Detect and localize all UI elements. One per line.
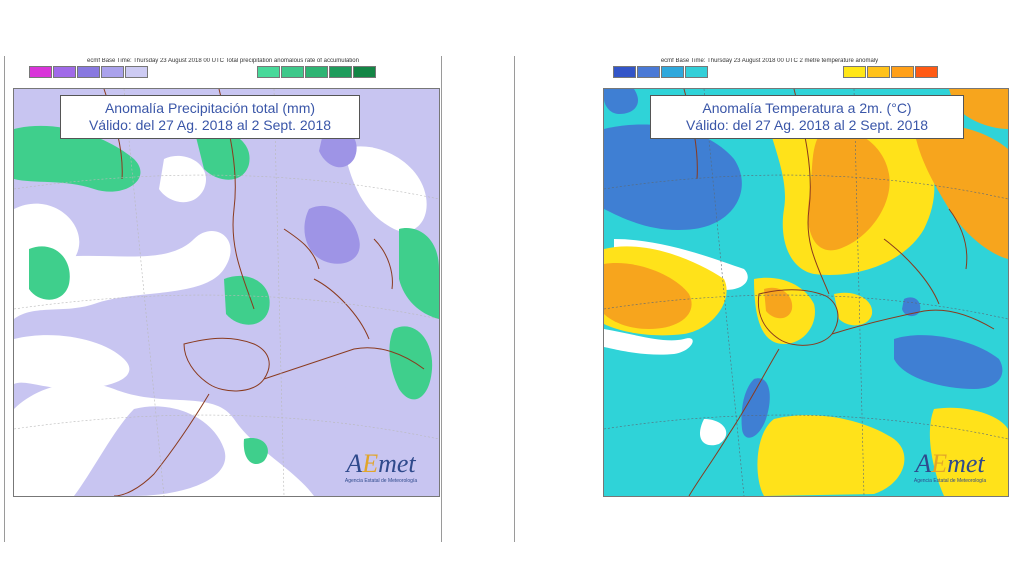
legend-swatch bbox=[915, 66, 938, 78]
legend-swatch bbox=[125, 66, 148, 78]
legend-swatch bbox=[353, 66, 376, 78]
temp-header-text: ecmf Base Time: Thursday 23 August 2018 … bbox=[660, 58, 879, 64]
legend-swatch bbox=[329, 66, 352, 78]
legend-swatch bbox=[843, 66, 866, 78]
precipitation-validity: Válido: del 27 Ag. 2018 al 2 Sept. 2018 bbox=[88, 117, 332, 133]
temperature-validity: Válido: del 27 Ag. 2018 al 2 Sept. 2018 bbox=[685, 117, 929, 133]
aemet-logo-subtitle: Agencia Estatal de Meteorología bbox=[913, 478, 987, 484]
legend-swatch bbox=[613, 66, 636, 78]
temp-cold-legend bbox=[613, 66, 709, 79]
aemet-logo: AEmet Agencia Estatal de Meteorología bbox=[904, 450, 996, 490]
precipitation-title: Anomalía Precipitación total (mm) bbox=[104, 100, 316, 116]
aemet-logo: AEmet Agencia Estatal de Meteorología bbox=[335, 450, 427, 490]
legend-swatch bbox=[305, 66, 328, 78]
temperature-map: Anomalía Temperatura a 2m. (°C) Válido: … bbox=[603, 88, 1009, 497]
legend-swatch bbox=[661, 66, 684, 78]
temperature-title-box: Anomalía Temperatura a 2m. (°C) Válido: … bbox=[650, 95, 964, 139]
legend-swatch bbox=[281, 66, 304, 78]
aemet-logo-subtitle: Agencia Estatal de Meteorología bbox=[344, 478, 418, 484]
temperature-map-graphic bbox=[604, 89, 1008, 496]
precipitation-map: Anomalía Precipitación total (mm) Válido… bbox=[13, 88, 440, 497]
precip-wet-legend bbox=[257, 66, 377, 79]
precipitation-map-graphic bbox=[14, 89, 439, 496]
legend-swatch bbox=[891, 66, 914, 78]
legend-swatch bbox=[53, 66, 76, 78]
legend-swatch bbox=[257, 66, 280, 78]
precip-header-text: ecmf Base Time: Thursday 23 August 2018 … bbox=[87, 58, 359, 64]
temp-warm-legend bbox=[843, 66, 939, 79]
precip-dry-legend bbox=[29, 66, 149, 79]
temperature-anomaly-panel: ecmf Base Time: Thursday 23 August 2018 … bbox=[514, 56, 1024, 542]
legend-swatch bbox=[77, 66, 100, 78]
legend-swatch bbox=[29, 66, 52, 78]
legend-swatch bbox=[637, 66, 660, 78]
temperature-title: Anomalía Temperatura a 2m. (°C) bbox=[702, 100, 912, 116]
legend-swatch bbox=[685, 66, 708, 78]
precipitation-title-box: Anomalía Precipitación total (mm) Válido… bbox=[60, 95, 360, 139]
legend-swatch bbox=[101, 66, 124, 78]
legend-swatch bbox=[867, 66, 890, 78]
precipitation-anomaly-panel: ecmf Base Time: Thursday 23 August 2018 … bbox=[4, 56, 442, 542]
